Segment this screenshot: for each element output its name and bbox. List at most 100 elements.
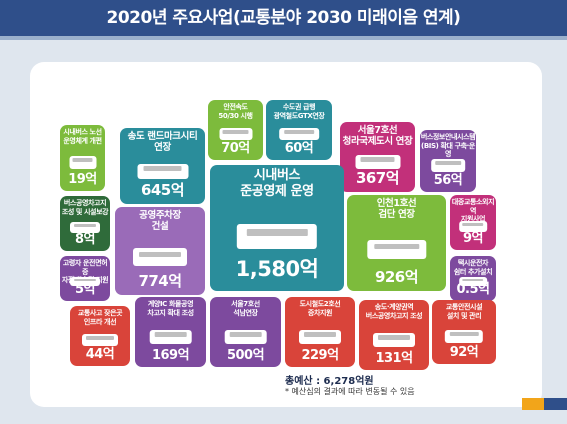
- vehicle-icon: [219, 128, 252, 141]
- project-label: 석남연장: [233, 308, 258, 317]
- project-tile: 서울7호선 석남연장 500억: [210, 297, 281, 367]
- project-amount: 19억: [68, 172, 97, 187]
- vehicle-icon: [373, 332, 415, 347]
- project-label: 건설: [151, 221, 169, 232]
- project-tile: 공영주차장 건설 774억: [115, 207, 205, 295]
- project-label: 공영주차장: [139, 210, 181, 221]
- project-label: 시내버스: [253, 168, 301, 183]
- project-amount: 70억: [221, 141, 250, 156]
- project-label: 증차지원: [307, 308, 333, 317]
- vehicle-icon: [279, 128, 319, 141]
- project-tile: 버스정보안내시스템 (BIS) 확대 구축·운영 56억: [420, 130, 476, 192]
- vehicle-icon: [299, 329, 341, 344]
- project-tile: 교통사고 잦은곳 인프라 개선 44억: [70, 306, 130, 366]
- project-tile: 인천1호선 검단 연장 926억: [347, 195, 446, 291]
- project-tile: 교통안전시설 설치 및 관리 92억: [432, 300, 496, 364]
- project-label: 고령자 운전면허증: [62, 259, 108, 276]
- project-label: 계양IC 화물공영: [147, 300, 194, 308]
- project-label: 준공영제 운영: [240, 184, 314, 199]
- project-label: 50/30 시행: [218, 111, 253, 120]
- vehicle-icon: [133, 248, 187, 266]
- project-label: 수도권 급행: [282, 103, 316, 111]
- project-label: 설치 및 관리: [446, 311, 482, 320]
- project-amount: 169억: [151, 348, 190, 363]
- project-label: 서울7호선: [357, 125, 398, 136]
- project-label: 대중교통소외지역: [451, 198, 495, 215]
- project-amount: 56억: [433, 173, 463, 188]
- stripe: [0, 36, 567, 40]
- vehicle-icon: [431, 159, 465, 172]
- project-amount: 60억: [284, 141, 314, 156]
- note: * 예산심의 결과에 따라 변동될 수 있음: [285, 387, 415, 396]
- title: 2020년 주요사업(교통분야 2030 미래이음 연계): [106, 8, 461, 28]
- vehicle-icon: [355, 154, 400, 169]
- project-tile: 택시운전자 쉼터 추가설치 0.5억: [450, 256, 496, 301]
- project-tile: 송도·계양권역 버스공영차고지 조성 131억: [359, 300, 429, 370]
- total-budget: 총예산 : 6,278억원: [285, 376, 374, 387]
- project-label: 송도 랜드마크시티: [127, 131, 198, 142]
- project-label: (BIS) 확대 구축·운영: [421, 141, 475, 159]
- project-amount: 5억: [74, 282, 96, 297]
- project-label: 청라국제도시 연장: [342, 136, 413, 147]
- project-label: 지원사업: [460, 215, 486, 223]
- project-label: 인프라 개선: [83, 317, 117, 326]
- project-amount: 92억: [449, 345, 479, 360]
- project-label: 버스공영차고지 조성: [365, 311, 423, 320]
- project-tile: 안전속도 50/30 시행 70억: [208, 100, 263, 160]
- project-amount: 229억: [301, 348, 339, 363]
- project-amount: 9억: [462, 231, 484, 246]
- vehicle-icon: [366, 240, 427, 260]
- project-tile: 도시철도2호선 증차지원 229억: [285, 297, 355, 367]
- project-tile: 시내버스 준공영제 운영 1,580억: [210, 165, 344, 291]
- project-label: 도시철도2호선: [299, 300, 341, 308]
- project-label: 송도·계양권역: [374, 303, 414, 311]
- project-amount: 645억: [140, 181, 185, 199]
- project-amount: 774억: [138, 272, 182, 290]
- project-label: 안전속도: [223, 103, 248, 111]
- corner-accent: [522, 398, 544, 410]
- project-label: 교통사고 잦은곳: [77, 309, 123, 317]
- project-tile: 버스공영차고지 조성 및 시설보강 8억: [60, 196, 110, 251]
- project-label: 교통안전시설: [445, 303, 483, 311]
- project-amount: 367억: [355, 169, 400, 187]
- project-label: 버스공영차고지: [63, 199, 107, 207]
- project-label: 시내버스 노선: [63, 128, 102, 136]
- vehicle-icon: [149, 329, 192, 344]
- project-tile: 서울7호선 청라국제도시 연장 367억: [340, 122, 415, 192]
- vehicle-icon: [444, 330, 484, 343]
- project-label: 검단 연장: [378, 209, 415, 220]
- project-tile: 대중교통소외지역 지원사업 9억: [450, 195, 496, 250]
- project-tile: 시내버스 노선 운영체계 개편 19억: [60, 125, 105, 191]
- vehicle-icon: [459, 277, 487, 287]
- project-tile: 수도권 급행 광역철도GTX연장 60억: [266, 100, 332, 160]
- project-tile: 계양IC 화물공영 차고지 확대 조성 169억: [135, 297, 206, 367]
- project-label: 쉼터 추가설치: [453, 267, 493, 276]
- project-amount: 8억: [74, 232, 96, 247]
- vehicle-icon: [236, 224, 318, 250]
- project-amount: 500억: [226, 348, 265, 363]
- project-tile: 송도 랜드마크시티 연장 645억: [120, 128, 205, 204]
- project-amount: 0.5억: [456, 282, 491, 297]
- project-label: 광역철도GTX연장: [273, 111, 325, 120]
- project-label: 인천1호선: [376, 198, 417, 209]
- project-label: 차고지 확대 조성: [147, 308, 194, 317]
- vehicle-icon: [82, 334, 118, 347]
- project-amount: 44억: [85, 347, 115, 362]
- project-label: 조성 및 시설보강: [61, 207, 109, 216]
- vehicle-icon: [224, 329, 267, 344]
- title-bar: [0, 0, 567, 36]
- project-label: 서울7호선: [231, 300, 260, 308]
- project-label: 버스정보안내시스템: [420, 133, 476, 141]
- corner-accent: [544, 398, 567, 410]
- vehicle-icon: [459, 220, 487, 232]
- vehicle-icon: [70, 277, 100, 287]
- project-label: 연장: [154, 142, 171, 153]
- project-label: 택시운전자: [457, 259, 489, 267]
- project-amount: 131억: [375, 351, 413, 366]
- project-label: 운영체계 개편: [63, 136, 102, 145]
- vehicle-icon: [69, 156, 96, 170]
- vehicle-icon: [137, 163, 188, 179]
- project-amount: 1,580억: [235, 257, 319, 281]
